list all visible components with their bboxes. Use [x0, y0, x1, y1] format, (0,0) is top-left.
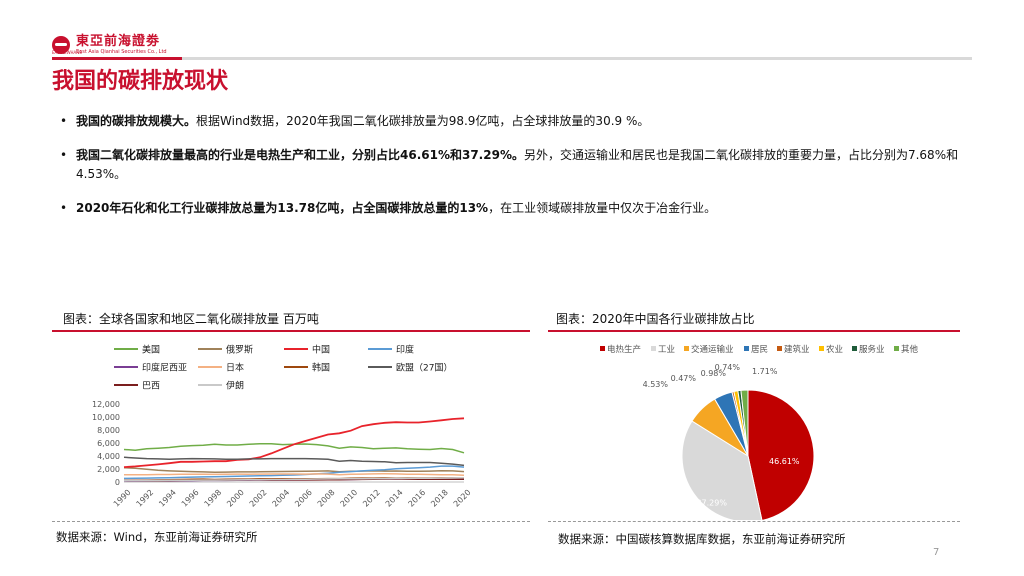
- pie-slice: [740, 389, 749, 457]
- y-tick-label: 4,000: [97, 452, 120, 461]
- pie-chart: 电热生产 工业 交通运输业 居民 建筑业 农业 服务业 其他 46.61% 37.29% 4.53%…: [600, 344, 919, 520]
- x-tick-label: 2020: [452, 488, 473, 509]
- y-tick-label: 2,000: [97, 465, 120, 474]
- legend-label: 美国: [142, 344, 160, 356]
- right-caption-rule: [548, 330, 960, 332]
- legend-swatch: [852, 346, 857, 351]
- slice-label: 37.29%: [696, 499, 727, 508]
- series-line: [124, 472, 465, 477]
- x-tick-label: 2002: [248, 488, 269, 509]
- pie-slice: [681, 420, 763, 520]
- legend-label: 建筑业: [784, 344, 810, 355]
- slice-label: 0.98%: [701, 369, 727, 378]
- x-tick-label: 1990: [112, 488, 133, 509]
- legend-label: 其他: [901, 344, 919, 355]
- legend-swatch: [651, 346, 656, 351]
- legend-swatch: [819, 346, 824, 351]
- slice-label: 0.47%: [671, 374, 697, 383]
- series-line: [123, 465, 465, 480]
- slice-label: 46.61%: [769, 457, 800, 466]
- left-caption-rule: [52, 330, 530, 332]
- bullet-text: 根据Wind数据，2020年我国二氧化碳排放量为98.9亿吨，占全球排放量的30…: [196, 114, 650, 128]
- legend-label: 服务业: [859, 344, 885, 355]
- legend-label: 欧盟（27国）: [396, 362, 452, 374]
- bullet-bold: 我国二氧化碳排放量最高的行业是电热生产和工业，分别占比46.61%和37.29%…: [76, 148, 524, 162]
- right-source: 数据来源：中国碳核算数据库数据，东亚前海证券研究所: [558, 532, 846, 546]
- left-source-rule: [52, 521, 530, 522]
- x-tick-label: 2008: [316, 488, 337, 509]
- series-line: [123, 477, 465, 482]
- header-rule: [182, 57, 972, 60]
- bullet-bold: 我国的碳排放规模大。: [76, 114, 197, 128]
- x-tick-label: 2012: [361, 488, 382, 509]
- x-tick-label: 1994: [157, 488, 178, 509]
- series-line: [123, 466, 465, 474]
- legend-label: 伊朗: [226, 380, 244, 392]
- legend-label: 农业: [826, 344, 843, 355]
- x-tick-label: 2010: [339, 488, 360, 509]
- y-tick-label: 12,000: [92, 400, 120, 409]
- bullet-list: 我国的碳排放规模大。根据Wind数据，2020年我国二氧化碳排放量为98.9亿吨…: [60, 112, 995, 233]
- brand-tag: EAS NEWHANS: [52, 50, 82, 55]
- page-number: 7: [933, 547, 940, 558]
- brand-name-cn: 東亞前海證劵: [76, 34, 161, 49]
- bullet-item: 我国的碳排放规模大。根据Wind数据，2020年我国二氧化碳排放量为98.9亿吨…: [60, 112, 995, 131]
- slice-label: 1.71%: [752, 367, 778, 376]
- y-tick-label: 6,000: [97, 439, 120, 448]
- legend-label: 工业: [658, 344, 675, 355]
- x-tick-label: 2014: [384, 488, 405, 509]
- brand-name-en: East Asia Qianhai Securities Co., Ltd: [76, 49, 167, 55]
- series-line: [123, 417, 465, 468]
- x-tick-label: 1996: [180, 488, 201, 509]
- left-source: 数据来源：Wind，东亚前海证券研究所: [56, 530, 258, 544]
- bullet-bold: 2020年石化和化工行业碳排放总量为13.78亿吨，占全国碳排放总量的13%: [76, 201, 489, 215]
- bullet-text: ，在工业领域碳排放量中仅次于冶金行业。: [488, 201, 717, 215]
- y-tick-label: 10,000: [92, 413, 120, 422]
- legend-swatch: [684, 346, 689, 351]
- x-tick-label: 2006: [293, 488, 314, 509]
- slice-label: 4.53%: [643, 380, 669, 389]
- legend-label: 中国: [312, 344, 330, 356]
- legend-swatch: [600, 346, 605, 351]
- left-chart-caption: 图表：全球各国家和地区二氧化碳排放量 百万吨: [63, 312, 319, 326]
- legend-label: 印度尼西亚: [142, 362, 187, 374]
- legend-label: 印度: [396, 344, 414, 356]
- y-tick-label: 0: [115, 478, 120, 487]
- series-line: [123, 456, 465, 467]
- right-chart-caption: 图表：2020年中国各行业碳排放占比: [556, 312, 755, 326]
- header-rule-accent: [52, 57, 182, 60]
- right-source-rule: [548, 521, 960, 522]
- x-tick-label: 2004: [271, 488, 292, 509]
- pie-slice: [747, 389, 815, 520]
- slice-label: 0.74%: [715, 363, 741, 372]
- legend-swatch: [777, 346, 782, 351]
- legend-label: 电热生产: [607, 344, 641, 355]
- y-tick-label: 8,000: [97, 426, 120, 435]
- brand-mark-icon: [52, 36, 70, 54]
- x-tick-label: 1992: [135, 488, 156, 509]
- brand-logo: 東亞前海證劵 East Asia Qianhai Securities Co.,…: [52, 30, 167, 60]
- legend-label: 巴西: [142, 381, 160, 392]
- x-tick-label: 2016: [407, 488, 428, 509]
- legend-label: 韩国: [312, 362, 330, 374]
- x-tick-label: 2018: [429, 488, 450, 509]
- x-tick-label: 1998: [203, 488, 224, 509]
- page-title: 我国的碳排放现状: [52, 69, 229, 94]
- bullet-text: 另外，交通运输业和居民也是我国二氧化碳排放的重要力量，占比分别为7.68%和4.…: [76, 148, 959, 181]
- legend-swatch: [744, 346, 749, 351]
- legend-label: 俄罗斯: [226, 344, 253, 356]
- legend-label: 居民: [751, 345, 768, 355]
- legend-label: 交通运输业: [691, 344, 734, 355]
- bullet-item: 我国二氧化碳排放量最高的行业是电热生产和工业，分别占比46.61%和37.29%…: [60, 146, 995, 184]
- legend-swatch: [894, 346, 899, 351]
- bullet-item: 2020年石化和化工行业碳排放总量为13.78亿吨，占全国碳排放总量的13%，在…: [60, 199, 995, 218]
- x-tick-label: 2000: [225, 488, 246, 509]
- legend-label: 日本: [226, 362, 244, 374]
